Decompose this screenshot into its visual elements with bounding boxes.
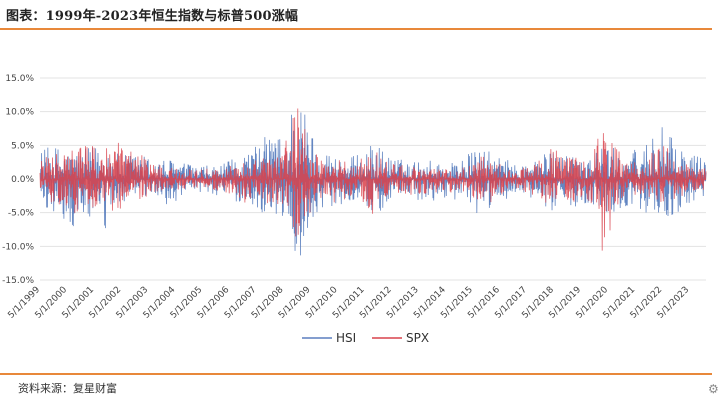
series-line-spx <box>39 108 707 251</box>
y-axis-ticks: 15.0% 10.0% 5.0% 0.0% -5.0% -10.0% -15.0% <box>2 74 34 286</box>
y-tick-label: 15.0% <box>5 74 34 84</box>
y-tick-label: 5.0% <box>11 141 34 151</box>
y-tick-label: -5.0% <box>8 209 35 219</box>
legend: HSI SPX <box>302 331 429 345</box>
legend-label-spx: SPX <box>406 331 429 345</box>
x-axis-ticks: 5/1/19995/1/20005/1/20015/1/20025/1/2003… <box>6 285 691 321</box>
settings-icon[interactable]: ⚙ <box>708 382 719 396</box>
legend-label-hsi: HSI <box>336 331 356 345</box>
source-note: 资料来源：复星财富 <box>18 382 117 395</box>
bottom-divider <box>0 373 712 375</box>
daily-returns-chart: 15.0% 10.0% 5.0% 0.0% -5.0% -10.0% -15.0% 5/1/… <box>2 74 707 345</box>
page-title: 图表：1999年-2023年恒生指数与标普500涨幅 <box>6 9 299 24</box>
y-tick-label: -15.0% <box>2 276 34 286</box>
top-divider <box>0 28 712 30</box>
y-tick-label: -10.0% <box>2 242 34 252</box>
y-tick-label: 0.0% <box>11 175 34 185</box>
series-lines <box>39 108 707 256</box>
y-tick-label: 10.0% <box>5 108 34 118</box>
